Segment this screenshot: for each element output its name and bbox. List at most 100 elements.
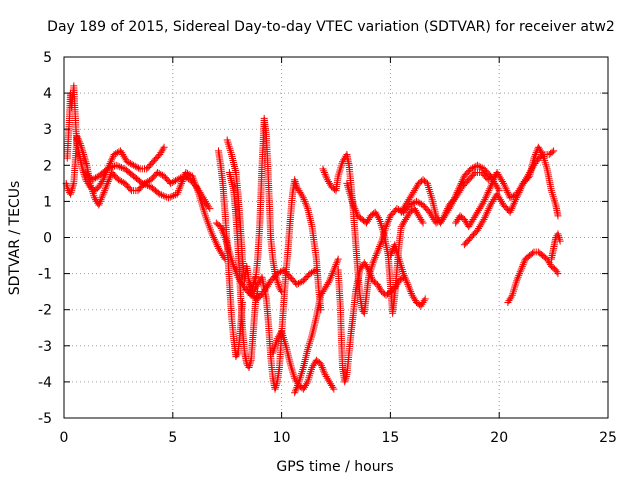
data-point-trail [352, 268, 364, 294]
data-point-trail [92, 184, 101, 193]
data-point-trail [148, 170, 160, 182]
data-point [554, 212, 562, 220]
data-point-trail [370, 278, 380, 287]
data-point [321, 371, 329, 379]
data-point-trail [411, 206, 422, 218]
data-point [90, 194, 98, 202]
data-point-trail [151, 152, 162, 164]
data-point [360, 259, 368, 267]
data-point-trail [166, 191, 179, 201]
data-point [245, 277, 253, 285]
data-point-trail [226, 279, 235, 319]
data-point-trail [168, 177, 180, 186]
data-point-trail [246, 358, 255, 370]
data-point [173, 190, 181, 198]
data-point-trail [400, 271, 411, 287]
data-point-trail [122, 166, 136, 179]
data-point [167, 179, 175, 187]
data-point [415, 212, 423, 220]
data-point [436, 219, 444, 227]
x-tick-label: 0 [60, 430, 69, 446]
data-point-trail [384, 254, 394, 286]
data-point-trail [125, 159, 136, 168]
data-point-trail [100, 181, 111, 196]
data-point-trail [494, 192, 506, 207]
data-point-trail [196, 192, 209, 218]
data-point [249, 288, 257, 296]
data-point-trail [70, 135, 81, 185]
data-point [123, 158, 131, 166]
data-point [465, 223, 473, 231]
y-tick-label: 2 [43, 158, 52, 174]
data-point-trail [372, 210, 382, 222]
data-point-trail [214, 220, 223, 229]
data-point-trail [287, 362, 298, 380]
data-point [273, 335, 281, 343]
data-point-trail [234, 192, 244, 225]
data-point-trail [272, 271, 281, 283]
data-point-trail [230, 189, 240, 218]
data-point [206, 205, 214, 213]
series-pass-3 [82, 161, 229, 263]
data-point-trail [274, 329, 285, 341]
data-point [495, 187, 503, 195]
data-point-trail [122, 181, 134, 193]
data-point-trail [233, 351, 241, 359]
data-point-trail [224, 138, 235, 156]
y-tick-label: -5 [38, 411, 52, 427]
data-point [402, 215, 410, 223]
data-point-trail [540, 253, 550, 262]
data-point-trail [249, 301, 259, 333]
series-pass-20 [547, 230, 564, 263]
data-point-trail [294, 278, 306, 288]
data-point-trail [442, 203, 454, 218]
data-point-trail [527, 249, 537, 258]
data-point [306, 270, 314, 278]
data-point [208, 230, 216, 238]
data-point-trail [383, 214, 394, 229]
data-point-trail [322, 279, 332, 290]
data-point [421, 295, 429, 303]
data-point [550, 147, 558, 155]
data-point-trail [80, 152, 90, 167]
data-point [413, 197, 421, 205]
data-point-trail [361, 261, 372, 272]
data-point-trail [473, 169, 484, 177]
data-point-trail [239, 326, 248, 355]
data-point [480, 215, 488, 223]
data-point-trail [258, 275, 270, 301]
x-tick-label: 25 [599, 430, 617, 446]
data-point-trail [131, 162, 143, 172]
y-tick-label: -1 [38, 267, 52, 283]
data-point-trail [544, 257, 554, 269]
data-point [404, 280, 412, 288]
data-point [402, 201, 410, 209]
data-point-trail [438, 214, 448, 225]
data-point [441, 212, 449, 220]
data-point-trail [309, 358, 319, 370]
data-point [349, 201, 357, 209]
data-point-trail [291, 178, 300, 189]
data-point-trail [247, 329, 257, 362]
data-point [291, 389, 299, 397]
data-point-trail [301, 271, 313, 283]
data-point-trail [327, 380, 337, 391]
data-point [245, 363, 253, 371]
data-point [493, 190, 501, 198]
data-point [319, 165, 327, 173]
data-point-trail [414, 300, 423, 309]
data-point-trail [554, 232, 564, 243]
data-point-trail [314, 357, 323, 367]
series-pass-8 [251, 114, 286, 296]
data-point-trail [209, 232, 222, 251]
data-point [473, 208, 481, 216]
x-tick-label: 10 [273, 430, 291, 446]
y-tick-label: -2 [38, 303, 52, 319]
data-point [504, 298, 512, 306]
data-point-trail [296, 383, 306, 392]
data-point-trail [500, 181, 513, 200]
data-point [130, 161, 138, 169]
data-point [552, 266, 560, 274]
series-pass-14 [343, 179, 427, 317]
